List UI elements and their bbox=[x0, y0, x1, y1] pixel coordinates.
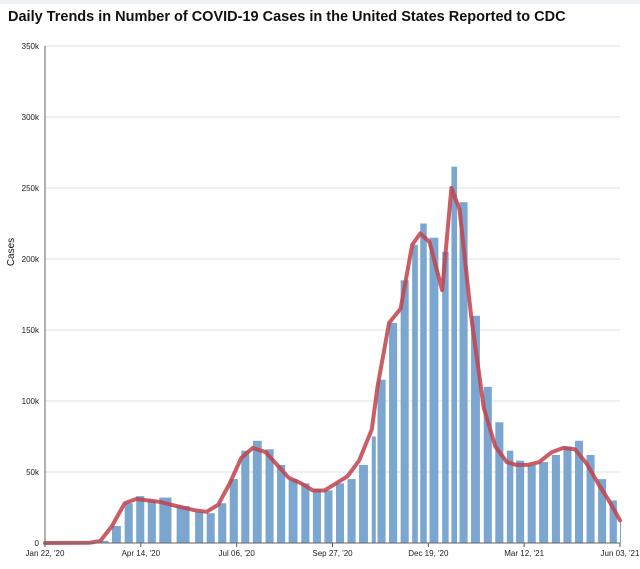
bar bbox=[176, 506, 190, 543]
top-accent-bar bbox=[0, 0, 640, 4]
bars-group bbox=[90, 166, 621, 544]
bar bbox=[400, 280, 409, 543]
x-tick-label: Mar 12, '21 bbox=[504, 549, 544, 558]
bar bbox=[442, 251, 449, 543]
y-tick-label: 150k bbox=[22, 326, 40, 335]
bar bbox=[100, 540, 109, 543]
bar bbox=[563, 446, 572, 543]
bar bbox=[371, 436, 376, 543]
bar bbox=[335, 483, 345, 543]
bar bbox=[124, 503, 133, 543]
x-tick-label: Jan 22, '20 bbox=[26, 549, 65, 558]
bar bbox=[159, 497, 172, 543]
bar bbox=[429, 237, 439, 543]
bar bbox=[136, 496, 145, 543]
bar bbox=[620, 521, 621, 543]
x-tick-label: Sep 27, '20 bbox=[312, 549, 353, 558]
x-tick-label: Jul 06, '20 bbox=[219, 549, 256, 558]
y-tick-label: 200k bbox=[22, 255, 40, 264]
bar bbox=[586, 454, 595, 543]
y-axis-label: Cases bbox=[6, 238, 17, 266]
bar bbox=[301, 483, 310, 543]
y-tick-label: 50k bbox=[26, 468, 40, 477]
bar bbox=[147, 500, 156, 543]
bar bbox=[516, 460, 525, 543]
bar bbox=[359, 464, 368, 543]
y-tick-label: 300k bbox=[22, 113, 40, 122]
bar bbox=[459, 202, 468, 543]
bar bbox=[195, 511, 204, 543]
y-tick-label: 0 bbox=[35, 539, 40, 548]
bar bbox=[324, 490, 333, 543]
y-tick-label: 100k bbox=[22, 397, 40, 406]
bar bbox=[288, 479, 298, 543]
bar bbox=[389, 322, 398, 543]
y-tick-label: 350k bbox=[22, 42, 40, 51]
x-tick-label: Apr 14, '20 bbox=[122, 549, 161, 558]
bar bbox=[412, 244, 418, 544]
moving-average-group bbox=[43, 186, 622, 545]
bar bbox=[218, 503, 227, 543]
bar bbox=[229, 479, 238, 543]
chart-title: Daily Trends in Number of COVID-19 Cases… bbox=[8, 9, 566, 25]
moving-average-line bbox=[43, 186, 622, 545]
bar bbox=[312, 489, 321, 543]
bar bbox=[252, 440, 262, 543]
bar bbox=[451, 166, 458, 543]
bar bbox=[495, 422, 504, 543]
bar bbox=[598, 479, 607, 543]
bar bbox=[574, 440, 584, 543]
bar bbox=[111, 525, 121, 543]
bar bbox=[609, 500, 617, 543]
bar bbox=[483, 386, 492, 543]
bar bbox=[377, 379, 386, 543]
bar bbox=[206, 513, 215, 543]
axes-group: 0 50k 100k 150k 200k 250k 300k 350k Jan 22, '20 A… bbox=[22, 42, 640, 558]
bar bbox=[347, 479, 356, 543]
bar bbox=[265, 449, 274, 543]
x-tick-label: Jun 03, '21 bbox=[601, 549, 640, 558]
bar bbox=[527, 464, 536, 543]
bar bbox=[551, 454, 560, 543]
bar bbox=[471, 315, 480, 543]
bar bbox=[277, 464, 286, 543]
bar bbox=[506, 450, 514, 543]
bar bbox=[241, 450, 250, 543]
bar bbox=[539, 462, 549, 543]
y-tick-label: 250k bbox=[22, 184, 40, 193]
bar bbox=[420, 223, 427, 543]
x-tick-label: Dec 19, '20 bbox=[408, 549, 449, 558]
